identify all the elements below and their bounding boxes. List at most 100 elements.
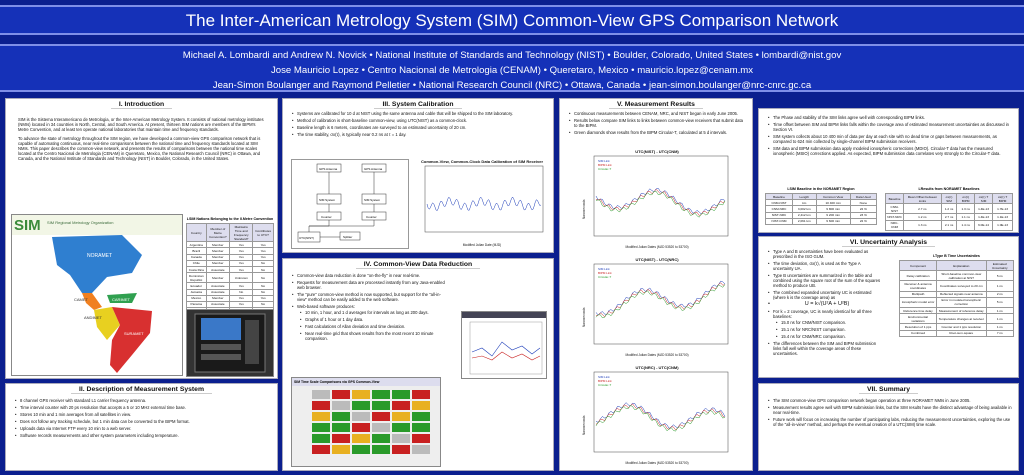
list-item: Time interval counter with 20 ps resolut… <box>15 405 271 410</box>
table-row: Receiver & antenna coordinates Coordinate… <box>898 280 1015 292</box>
list-item: The time deviation, σx(τ), is used as th… <box>768 261 881 271</box>
grid-cell <box>412 412 430 421</box>
table-cell: 5 ns <box>985 270 1015 282</box>
grid-cell <box>352 445 370 454</box>
type-b-caption: LType B Time Uncertainties <box>933 254 980 258</box>
grid-cell <box>352 401 370 410</box>
legend-entry: Circular-T <box>598 167 611 171</box>
grid-cell <box>332 445 350 454</box>
measurement-heading: V. Measurement Results <box>609 101 703 109</box>
table-header: σx(τ) SIM <box>940 192 958 205</box>
table-cell: Yes <box>229 265 254 274</box>
table-row: Delay calibration Short-baseline common-v… <box>898 270 1015 282</box>
measurement-chart: UTC(NIST) - UTC(NRC) SIM Link BIPM Link Cir… <box>582 257 732 361</box>
calibration-chart-title: Common-View, Common-Clock Data Calibrati… <box>420 159 544 164</box>
list-item: Measurement results agree well with BIPM… <box>768 405 1012 415</box>
legend-entry: Circular-T <box>598 383 611 387</box>
region-label: CARIMET <box>112 297 131 302</box>
measurement-panel: V. Measurement Results Continuous measur… <box>559 98 753 471</box>
list-item: 10 min, 1 hour, and 1 d averages for int… <box>300 310 447 315</box>
list-item: Near real-time grid that shows results f… <box>300 331 447 341</box>
web-grid-title: SIM Time Scale Comparisons via GPS Commo… <box>292 378 440 386</box>
block-label: GPS Antenna <box>364 167 383 171</box>
uncertainty-heading: VI. Uncertainty Analysis <box>841 239 936 247</box>
block-label: UTC(NIST) <box>299 236 314 240</box>
metre-convention-caption: LSIM Nations Belonging to the II.Metre C… <box>186 217 274 221</box>
table-header: Mean Offset between Links <box>903 192 942 205</box>
table-cell: 1.4E-13 <box>973 213 994 221</box>
table-cell: 2.7 ns <box>903 203 942 215</box>
poster-title: The Inter-American Metrology System (SIM… <box>185 11 839 30</box>
table-header: Explanation <box>936 259 987 272</box>
table-header: Baseline <box>884 192 905 205</box>
list-item: Fast calculations of Allan deviation and… <box>300 324 447 329</box>
measurement-chart-ylabel: Nanoseconds <box>582 415 586 436</box>
table-row: Environmental variations Temperature chan… <box>898 313 1015 325</box>
grid-cell <box>332 412 350 421</box>
web-grid-screenshot: SIM Time Scale Comparisons via GPS Commo… <box>291 377 441 467</box>
legend-entry: SIM Link <box>598 375 610 379</box>
measurement-list: Continuous measurements between CENAM, N… <box>560 109 752 139</box>
table-cell: Dominican Republic <box>186 272 207 284</box>
map-title: SIM Regional Metrology Organization <box>47 220 113 225</box>
table-cell: 1 ns <box>985 313 1015 325</box>
results-discussion-list: The Phase and stability of the SIM links… <box>759 109 1018 160</box>
measurement-chart-xlabel: Modified Julian Dates (MJD 53520 to 5370… <box>625 461 689 465</box>
table-cell: Combined <box>898 329 938 337</box>
summary-list: The SIM common-view GPS comparison netwo… <box>759 394 1018 431</box>
table-cell: No <box>252 272 274 284</box>
grid-cell <box>332 434 350 443</box>
table-header: Component <box>898 259 938 272</box>
list-item: Graphs of 1 hour or 1 day data. <box>300 317 447 322</box>
table-row: Mexico Member Yes Yes <box>186 294 274 302</box>
table-cell: Delay calibration <box>898 270 938 282</box>
table-cell: Coordinates surveyed to 20 cm <box>936 280 987 292</box>
series-line <box>595 282 726 318</box>
list-item: Stores 10 min and 1 min averages from al… <box>15 412 271 417</box>
grid-cell <box>332 423 350 432</box>
list-item: The combined expanded uncertainty UC is … <box>768 290 881 300</box>
grid-cell <box>372 423 390 432</box>
data-reduction-list: Common-view data reduction is done "on-t… <box>283 269 453 345</box>
table-cell: 1.7E-13 <box>992 203 1013 215</box>
series-line <box>595 284 726 319</box>
title-band: The Inter-American Metrology System (SIM… <box>0 5 1024 35</box>
table-cell: 2,061 km <box>792 217 817 225</box>
grid-cell <box>332 401 350 410</box>
grid-cell <box>392 390 410 399</box>
measurement-chart-xlabel: Modified Julian Dates (MJD 53520 to 5370… <box>625 353 689 357</box>
table-header: Estimated Uncertainty <box>985 259 1015 272</box>
grid-cell <box>372 401 390 410</box>
author-line-1: Michael A. Lombardi and Andrew N. Novick… <box>182 50 842 61</box>
legend-entry: SIM Link <box>598 267 610 271</box>
grid-cell <box>392 445 410 454</box>
grid-cell <box>372 445 390 454</box>
table-cell: 1.0E-13 <box>992 219 1013 231</box>
grid-cell <box>352 390 370 399</box>
summary-panel: VII. Summary The SIM common-view GPS com… <box>758 383 1019 471</box>
table-cell: NIST-NRC <box>884 213 905 221</box>
grid-cell <box>352 412 370 421</box>
table-row: Reference time delay Measurement of refer… <box>898 306 1015 315</box>
table-cell: 5 ns <box>985 296 1015 308</box>
description-panel: II. Description of Measurement System 8 … <box>5 383 278 471</box>
measurement-chart-title: UTC(NIST) - UTC(CNM) <box>635 149 679 154</box>
table-cell: Root-sum-square <box>936 329 987 337</box>
uncertainty-formula: U = k√(U²A + U²B) <box>804 301 850 307</box>
web-browser-screenshot <box>461 311 547 379</box>
grid-cell <box>412 401 430 410</box>
list-item: 15.4 ns for CNM/NRC comparison. <box>776 334 881 339</box>
grid-cell <box>312 390 330 399</box>
measurement-chart-ylabel: Nanoseconds <box>582 199 586 220</box>
table-row: NIST-CNM 2,061 km 9 600 min 22 % <box>765 217 878 225</box>
list-item: Future work will focus on increasing the… <box>768 417 1012 427</box>
grid-cell <box>372 390 390 399</box>
baseline-table-caption: LSIM Baseline in the NORAMET Region <box>787 187 855 191</box>
table-cell: Environmental variations <box>898 313 938 325</box>
table-row: CNM-NIST km 10 400 min None <box>765 199 878 207</box>
data-reduction-heading: IV. Common-View Data Reduction <box>355 261 481 269</box>
grid-cell <box>392 434 410 443</box>
table-cell: 1.3 ns <box>903 219 942 231</box>
sim-regions-map: SIM SIM Regional Metrology Organization … <box>11 214 183 376</box>
measurement-chart-title: UTC(NRC) - UTC(CNM) <box>635 365 679 370</box>
